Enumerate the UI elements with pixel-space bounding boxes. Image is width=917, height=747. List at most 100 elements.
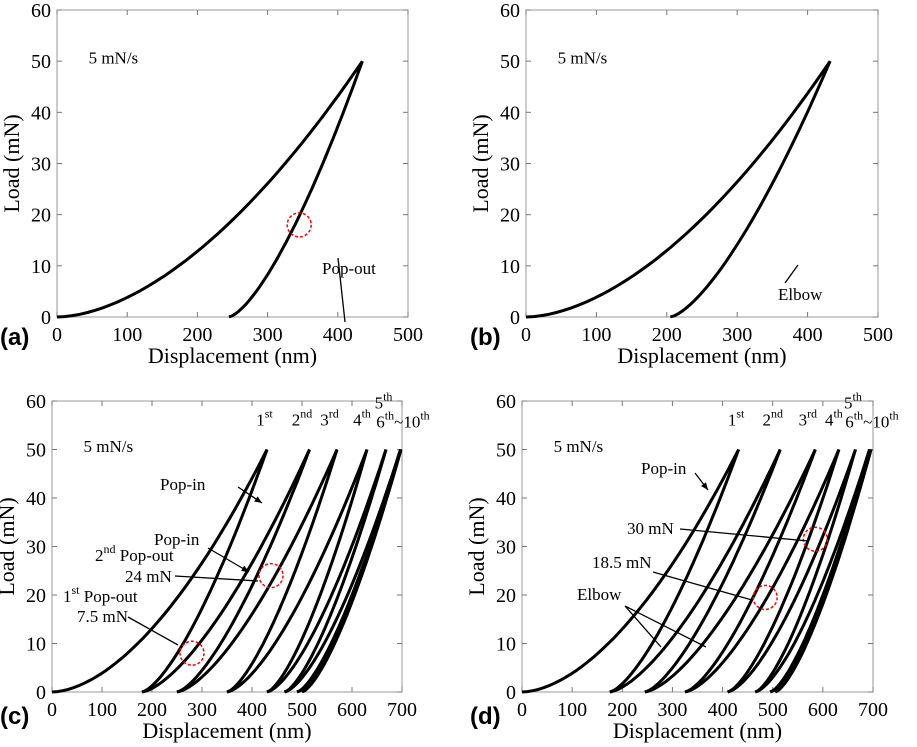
x-tick-label: 100 (112, 324, 142, 346)
annotation-label: 24 mN (125, 567, 172, 586)
panel-label: (c) (0, 703, 29, 730)
highlight-circle (802, 526, 829, 552)
y-tick-label: 10 (496, 634, 516, 656)
arrow-head-icon (241, 565, 249, 572)
x-tick-label: 200 (652, 324, 682, 346)
unloading-curve-5 (283, 449, 388, 694)
y-tick-label: 50 (500, 51, 520, 73)
annotation-leader (624, 605, 707, 648)
y-tick-label: 10 (31, 256, 51, 278)
x-tick-label: 700 (858, 699, 888, 721)
panel-d: 0 100 200 300 400 500 600 700 0 10 20 30 40 50 60 Displ… (464, 389, 899, 743)
x-tick-label: 300 (657, 699, 687, 721)
cycle-label: 2nd​ (292, 406, 313, 429)
y-tick-label: 50 (26, 440, 46, 462)
arrow-head-icon (701, 482, 708, 490)
panel-a: 0 100 200 300 400 500 0 10 20 30 40 50 60 Displacemen… (0, 0, 423, 368)
unloading-curve-1 (609, 448, 741, 694)
highlight-circle (179, 640, 205, 666)
annotation-label: Elbow (778, 285, 823, 304)
y-tick-label: 40 (496, 488, 516, 510)
highlight-circle (752, 584, 778, 611)
y-tick-label: 0 (510, 307, 520, 329)
annotation-arrow (207, 547, 250, 573)
annotation-label: 1st​ Pop-out (63, 583, 138, 606)
x-tick-label: 0 (521, 324, 531, 346)
x-tick-label: 100 (581, 324, 611, 346)
loading-curve-1 (521, 448, 740, 694)
x-tick-label: 200 (607, 699, 637, 721)
x-tick-label: 500 (758, 699, 788, 721)
y-tick-label: 20 (26, 585, 46, 607)
x-tick-label: 400 (708, 699, 738, 721)
loading-curve-1 (525, 60, 832, 319)
x-tick-label: 0 (52, 324, 62, 346)
unloading-curve-1 (228, 60, 364, 319)
x-tick-label: 100 (557, 699, 587, 721)
loading-curve-2 (141, 448, 311, 694)
x-tick-label: 300 (722, 324, 752, 346)
cycle-label: 5th​ (375, 389, 393, 412)
annotation-label: Pop-in (160, 475, 206, 494)
y-tick-label: 10 (500, 256, 520, 278)
y-axis-label: Load (mN) (0, 497, 19, 595)
cycle-label: 1st​ (728, 406, 745, 429)
y-axis-label: Load (mN) (464, 497, 489, 595)
y-axis-label: Load (mN) (468, 114, 493, 212)
y-tick-label: 30 (26, 537, 46, 559)
annotation-label: Pop-in (154, 530, 200, 549)
cycle-label: 4th​ (825, 406, 843, 429)
cycle-label: 3rd​ (320, 406, 339, 429)
y-tick-label: 50 (31, 51, 51, 73)
rate-label: 5 mN/s (89, 49, 139, 68)
y-tick-label: 30 (31, 154, 51, 176)
y-tick-label: 60 (500, 0, 520, 22)
unloading-curve-1 (141, 448, 269, 694)
y-tick-label: 20 (31, 205, 51, 227)
cycle-label: 3rd​ (799, 406, 818, 429)
cycle-label: 4th​ (353, 406, 371, 429)
annotation-label: Elbow (577, 585, 622, 604)
annotation-leader (679, 528, 809, 542)
unloading-curve-1 (669, 60, 832, 319)
panel-label: (b) (470, 324, 501, 351)
unloading-curve-3 (684, 448, 817, 694)
x-tick-label: 100 (87, 699, 117, 721)
loading-curve-4 (226, 448, 369, 694)
y-tick-label: 40 (500, 102, 520, 124)
x-tick-label: 500 (863, 324, 893, 346)
unloading-curve-3 (226, 449, 339, 694)
loading-curve-1 (51, 448, 269, 694)
x-tick-label: 400 (237, 699, 267, 721)
annotation-leader (337, 257, 346, 323)
unloading-curve-5 (754, 449, 857, 694)
y-tick-label: 40 (31, 102, 51, 124)
unloading-curve-6 (769, 449, 871, 694)
y-tick-label: 30 (500, 154, 520, 176)
loading-curve-2 (609, 448, 782, 694)
x-tick-label: 400 (323, 324, 353, 346)
x-axis-label: Displacement (nm) (148, 343, 317, 368)
rate-label: 5 mN/s (558, 49, 608, 68)
annotation-leader (174, 575, 259, 582)
loading-curve-5 (266, 449, 388, 694)
x-axis-label: Displacement (nm) (617, 343, 786, 368)
unloading-curve-7 (774, 449, 873, 694)
y-tick-label: 30 (496, 537, 516, 559)
y-tick-label: 60 (496, 391, 516, 413)
x-axis-label: Displacement (nm) (613, 718, 782, 743)
unloading-curve-7 (301, 449, 403, 694)
x-tick-label: 600 (337, 699, 367, 721)
rate-label: 5 mN/s (554, 437, 604, 456)
y-tick-label: 50 (496, 440, 516, 462)
panel-b: 0 100 200 300 400 500 0 10 20 30 40 50 60 Displacemen… (468, 0, 893, 368)
loading-curve-1 (56, 60, 364, 319)
annotation-label: 7.5 mN (77, 607, 128, 626)
loading-curve-4 (684, 448, 841, 694)
cycle-label: 1st​ (256, 406, 273, 429)
annotation-label: Pop-out (322, 259, 376, 278)
annotation-leader (127, 616, 179, 646)
annotation-label: 30 mN (627, 519, 674, 538)
annotation-label: 18.5 mN (592, 553, 652, 572)
